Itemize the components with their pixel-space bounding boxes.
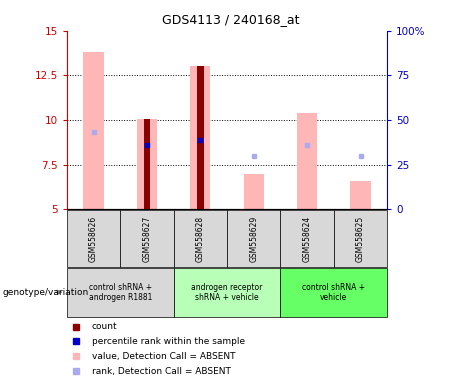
- Bar: [120, 210, 174, 267]
- Text: percentile rank within the sample: percentile rank within the sample: [92, 337, 245, 346]
- Text: value, Detection Call = ABSENT: value, Detection Call = ABSENT: [92, 352, 235, 361]
- Bar: [174, 268, 280, 317]
- Bar: [190, 66, 211, 209]
- Bar: [334, 210, 387, 267]
- Text: GSM558627: GSM558627: [142, 215, 152, 262]
- Bar: [174, 210, 227, 267]
- Text: control shRNA +
androgen R1881: control shRNA + androgen R1881: [89, 283, 152, 302]
- Text: GSM558625: GSM558625: [356, 215, 365, 262]
- Text: GSM558629: GSM558629: [249, 215, 258, 262]
- Bar: [280, 268, 387, 317]
- Bar: [197, 66, 204, 209]
- Text: control shRNA +
vehicle: control shRNA + vehicle: [302, 283, 366, 302]
- Text: GSM558628: GSM558628: [196, 215, 205, 262]
- Bar: [67, 268, 174, 317]
- Bar: [67, 210, 120, 267]
- Bar: [280, 210, 334, 267]
- Text: genotype/variation: genotype/variation: [2, 288, 89, 297]
- Bar: [297, 113, 317, 209]
- Bar: [144, 119, 150, 209]
- Text: rank, Detection Call = ABSENT: rank, Detection Call = ABSENT: [92, 367, 230, 376]
- Text: GSM558626: GSM558626: [89, 215, 98, 262]
- Bar: [137, 119, 157, 209]
- Text: count: count: [92, 322, 117, 331]
- Bar: [227, 210, 280, 267]
- Bar: [243, 174, 264, 209]
- Text: GSM558624: GSM558624: [302, 215, 312, 262]
- Text: androgen receptor
shRNA + vehicle: androgen receptor shRNA + vehicle: [191, 283, 263, 302]
- Bar: [350, 181, 371, 209]
- Text: GDS4113 / 240168_at: GDS4113 / 240168_at: [162, 13, 299, 26]
- Bar: [83, 52, 104, 209]
